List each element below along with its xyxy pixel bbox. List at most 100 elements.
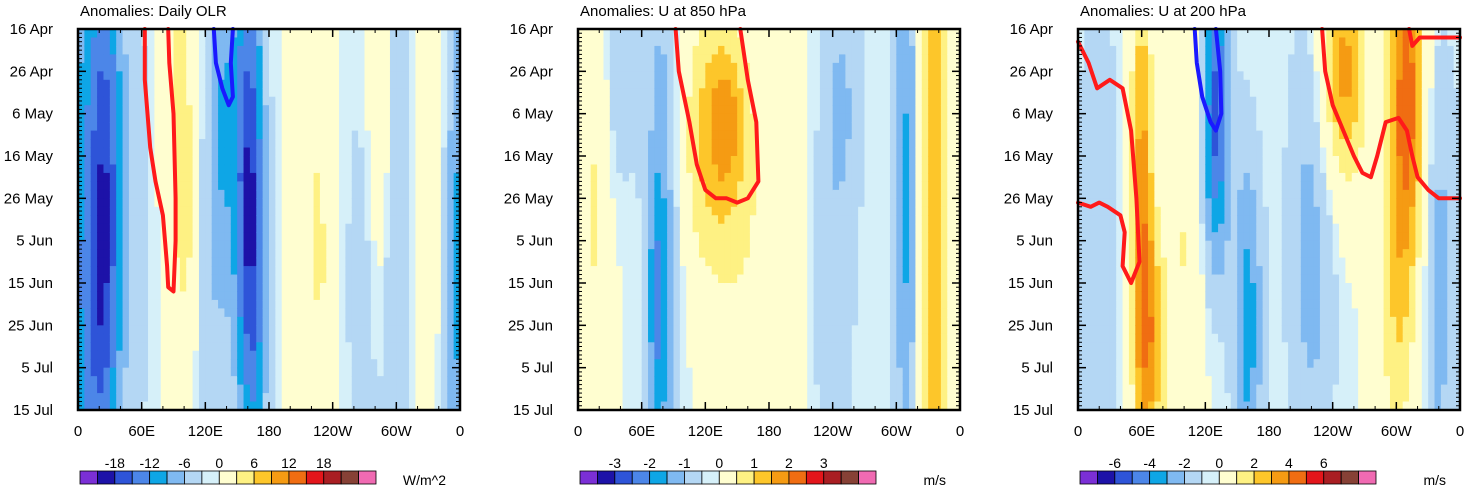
heatmap-cell: [103, 54, 111, 64]
heatmap-cell: [718, 172, 726, 182]
heatmap-cell: [288, 384, 296, 394]
heatmap-cell: [326, 96, 334, 106]
heatmap-cell: [332, 130, 340, 140]
heatmap-cell: [673, 266, 681, 276]
heatmap-cell: [743, 96, 751, 106]
heatmap-cell: [826, 274, 834, 284]
heatmap-cell: [705, 274, 713, 284]
heatmap-cell: [364, 79, 372, 89]
heatmap-cell: [807, 122, 815, 132]
heatmap-cell: [603, 130, 611, 140]
heatmap-cell: [262, 79, 270, 89]
heatmap-cell: [698, 130, 706, 140]
heatmap-cell: [364, 240, 372, 250]
heatmap-cell: [819, 367, 827, 377]
heatmap-cell: [116, 232, 124, 242]
heatmap-cell: [192, 105, 200, 115]
heatmap-cell: [148, 223, 155, 233]
heatmap-cell: [370, 62, 378, 72]
heatmap-cell: [84, 79, 92, 89]
heatmap-cell: [205, 62, 213, 72]
heatmap-cell: [345, 342, 353, 352]
heatmap-cell: [370, 393, 378, 403]
heatmap-cell: [667, 96, 675, 106]
heatmap-cell: [326, 266, 334, 276]
heatmap-cell: [326, 257, 334, 267]
heatmap-cell: [781, 147, 789, 157]
heatmap-cell: [275, 189, 283, 199]
heatmap-cell: [756, 359, 764, 369]
heatmap-cell: [256, 393, 264, 403]
heatmap-cell: [300, 88, 308, 98]
heatmap-cell: [584, 164, 592, 174]
heatmap-cell: [218, 240, 226, 250]
heatmap-cell: [775, 122, 783, 132]
heatmap-cell: [628, 172, 636, 182]
heatmap-cell: [679, 122, 687, 132]
heatmap-cell: [832, 105, 840, 115]
heatmap-cell: [148, 96, 155, 106]
heatmap-cell: [756, 79, 764, 89]
heatmap-cell: [807, 172, 815, 182]
heatmap-cell: [724, 232, 732, 242]
heatmap-cell: [845, 266, 853, 276]
heatmap-cell: [179, 54, 187, 64]
heatmap-cell: [109, 342, 117, 352]
heatmap-cell: [186, 45, 194, 55]
heatmap-cell: [281, 367, 289, 377]
heatmap-cell: [237, 198, 245, 208]
heatmap-cell: [440, 359, 448, 369]
heatmap-cell: [313, 308, 321, 318]
heatmap-cell: [660, 223, 668, 233]
heatmap-cell: [851, 333, 859, 343]
heatmap-cell: [584, 79, 592, 89]
heatmap-cell: [205, 359, 213, 369]
heatmap-cell: [237, 325, 245, 335]
heatmap-cell: [845, 54, 853, 64]
colorbar-swatch: [114, 470, 133, 485]
heatmap-cell: [421, 384, 429, 394]
heatmap-cell: [679, 139, 687, 149]
heatmap-cell: [781, 240, 789, 250]
heatmap-cell: [635, 283, 643, 293]
heatmap-cell: [179, 240, 187, 250]
heatmap-cell: [211, 164, 219, 174]
heatmap-cell: [243, 342, 251, 352]
heatmap-cell: [622, 164, 630, 174]
heatmap-cell: [218, 359, 226, 369]
heatmap-cell: [135, 350, 143, 360]
heatmap-cell: [339, 376, 346, 386]
heatmap-cell: [249, 401, 257, 411]
heatmap-cell: [769, 350, 776, 360]
heatmap-cell: [686, 384, 694, 394]
heatmap-cell: [389, 105, 397, 115]
heatmap-cell: [769, 316, 776, 326]
heatmap-cell: [409, 299, 417, 309]
heatmap-cell: [616, 172, 624, 182]
heatmap-cell: [807, 156, 815, 166]
heatmap-cell: [434, 376, 442, 386]
heatmap-cell: [128, 164, 136, 174]
heatmap-cell: [148, 88, 155, 98]
heatmap-cell: [205, 308, 213, 318]
heatmap-cell: [839, 206, 846, 216]
heatmap-cell: [428, 401, 436, 411]
heatmap-cell: [800, 350, 808, 360]
heatmap-cell: [326, 249, 334, 259]
heatmap-cell: [415, 181, 423, 191]
heatmap-cell: [103, 206, 111, 216]
heatmap-cell: [84, 156, 92, 166]
heatmap-cell: [154, 384, 162, 394]
heatmap-cell: [584, 88, 592, 98]
heatmap-cell: [724, 393, 732, 403]
heatmap-cell: [319, 249, 327, 259]
heatmap-cell: [628, 291, 636, 301]
heatmap-cell: [383, 96, 391, 106]
heatmap-cell: [402, 96, 410, 106]
heatmap-cell: [249, 266, 257, 276]
heatmap-cell: [743, 257, 751, 267]
heatmap-cell: [160, 37, 168, 47]
heatmap-cell: [718, 393, 726, 403]
heatmap-cell: [218, 206, 226, 216]
heatmap-cell: [711, 223, 719, 233]
